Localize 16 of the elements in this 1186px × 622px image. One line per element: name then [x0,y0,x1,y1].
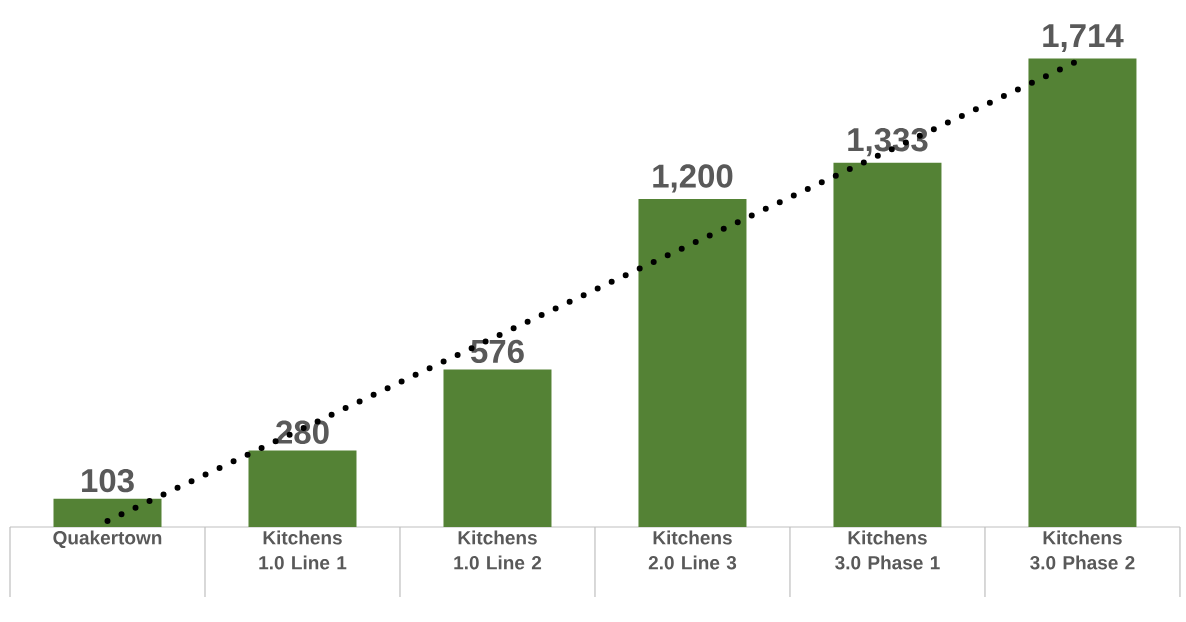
x-tick-label: Quakertown [53,530,162,549]
bar [248,450,357,527]
bar [833,162,942,527]
data-label: 1,200 [653,164,733,193]
data-label: 1,714 [1043,24,1124,53]
x-tick-label: Kitchens 3.0 Phase 2 [1030,530,1135,570]
x-tick-label: Kitchens 1.0 Line 2 [454,530,542,570]
x-tick-label: Kitchens 3.0 Phase 1 [835,530,940,570]
bar [638,199,747,527]
bar [1028,58,1137,527]
bar [443,369,552,527]
bar [53,498,162,527]
x-tick-label: Kitchens 2.0 Line 3 [648,530,737,570]
data-label: 576 [470,339,524,364]
data-label: 103 [82,468,134,493]
x-tick-label: Kitchens 1.0 Line 1 [259,530,347,570]
